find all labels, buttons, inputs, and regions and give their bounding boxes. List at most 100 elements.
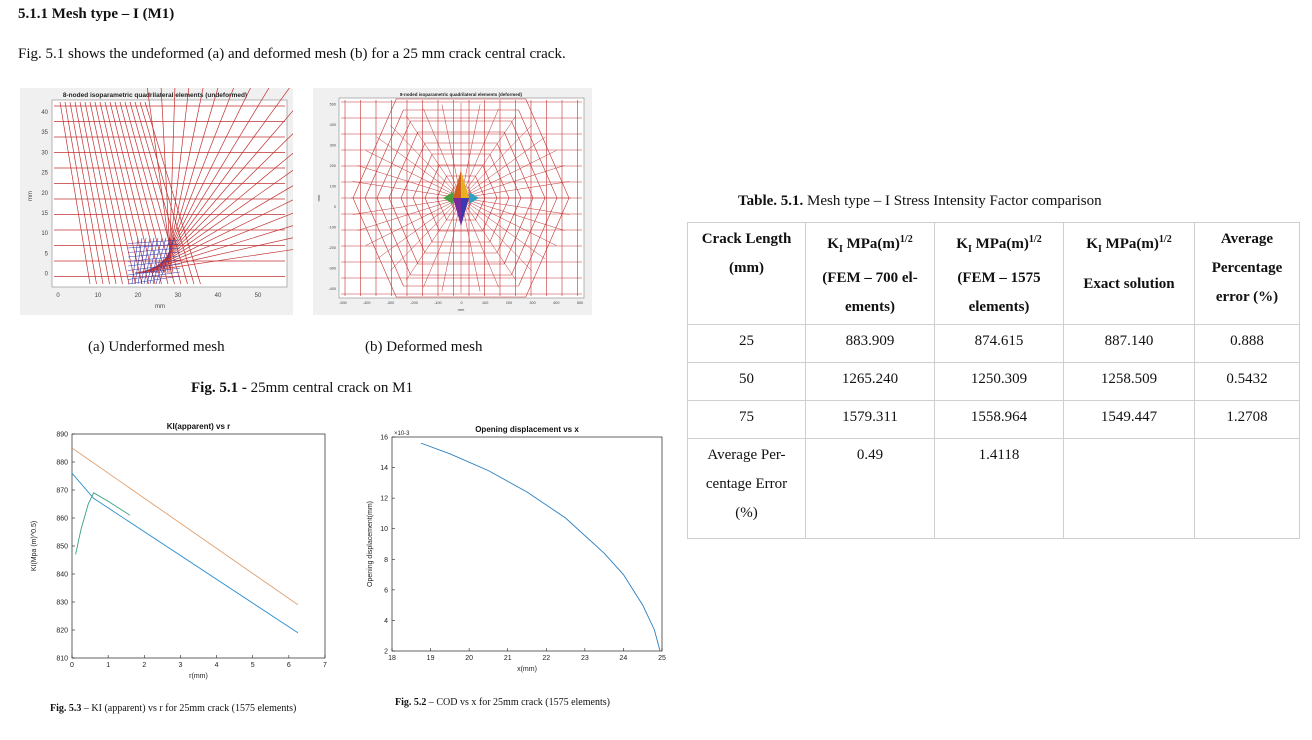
mesh-b-ytick: -200 xyxy=(328,246,336,250)
y-tick-label: 6 xyxy=(384,587,388,594)
header-exact: KI MPa(m)1/2 Exact solution xyxy=(1063,222,1195,325)
mesh-a-ytick: 5 xyxy=(45,251,49,257)
mesh-b-ytick: -300 xyxy=(328,267,336,271)
chart-title: Opening displacement vs x xyxy=(475,425,579,434)
y-tick-label: 870 xyxy=(56,488,68,495)
ki-label: KI MPa(m)1/2 xyxy=(1086,234,1172,255)
series-line-2 xyxy=(75,492,131,555)
mesh-a-ytick: 30 xyxy=(41,150,48,156)
mesh-a-xtick: 30 xyxy=(175,293,182,299)
y-multiplier: ×10-3 xyxy=(394,431,410,437)
mesh-a-xtick: 0 xyxy=(56,293,60,299)
table-row: 75 1579.311 1558.964 1549.447 1.2708 xyxy=(687,400,1300,439)
x-tick-label: 21 xyxy=(504,655,512,662)
mesh-b-caption: (b) Deformed mesh xyxy=(365,339,483,355)
mesh-b-xticks: -500 -400 -300 -200 -100 0 100 200 300 400 500 xyxy=(339,301,583,305)
y-tick-label: 2 xyxy=(384,649,388,656)
x-tick-label: 20 xyxy=(465,655,473,662)
y-tick-label: 12 xyxy=(380,496,388,503)
mesh-b-xtick: -300 xyxy=(387,301,395,305)
y-tick-label: 14 xyxy=(380,465,388,472)
x-tick-label: 23 xyxy=(581,655,589,662)
mesh-b-ytick: 400 xyxy=(330,123,336,127)
mesh-b-yticks: 500 400 300 200 100 0 -100 -200 -300 -400 xyxy=(328,103,336,292)
mesh-a-ytick: 25 xyxy=(41,171,48,177)
x-axis-label: r(mm) xyxy=(189,673,208,680)
table-header-row: Crack Length (mm) KI MPa(m)1/2 (FEM – 700… xyxy=(687,222,1300,325)
table-row: 50 1265.240 1250.309 1258.509 0.5432 xyxy=(687,362,1300,401)
y-tick-label: 8 xyxy=(384,557,388,564)
fig53-caption: Fig. 5.3 – KI (apparent) vs r for 25mm c… xyxy=(50,703,296,714)
mesh-a-xtick: 20 xyxy=(135,293,142,299)
mesh-b-lines xyxy=(341,98,582,298)
table-row: 25 883.909 874.615 887.140 0.888 xyxy=(687,324,1300,363)
mesh-b-xtick: 400 xyxy=(553,301,559,305)
x-tick-label: 19 xyxy=(427,655,435,662)
x-tick-label: 18 xyxy=(388,655,396,662)
fig52-text: – COD vs x for 25mm crack (1575 elements… xyxy=(426,697,610,708)
mesh-b-ylabel: mm xyxy=(316,194,321,201)
fig51-text: 25mm central crack on M1 xyxy=(246,380,414,396)
mesh-a-ytick: 35 xyxy=(41,130,48,136)
series-line-0 xyxy=(420,442,661,652)
mesh-b-ytick: 300 xyxy=(330,144,336,148)
fig53-label: Fig. 5.3 xyxy=(50,703,82,714)
mesh-b-xlabel: mm xyxy=(458,307,465,312)
mesh-a-ytick: 20 xyxy=(41,191,48,197)
x-tick-label: 1 xyxy=(106,662,110,669)
header-avg-error: Average Percentage error (%) xyxy=(1194,222,1300,325)
fig53-text: – KI (apparent) vs r for 25mm crack (157… xyxy=(81,703,297,714)
sif-comparison-table: Crack Length (mm) KI MPa(m)1/2 (FEM – 700… xyxy=(687,222,1300,539)
y-axis-label: Opening displacement(mm) xyxy=(367,501,374,587)
fig52-label: Fig. 5.2 xyxy=(395,697,427,708)
x-tick-label: 2 xyxy=(142,662,146,669)
mesh-a-figure: 8-noded isoparametric quadrilateral elem… xyxy=(20,0,452,315)
mesh-a-xtick: 50 xyxy=(255,293,262,299)
mesh-b-figure: 8-noded isoparametric quadrilateral elem… xyxy=(313,88,592,315)
y-tick-label: 4 xyxy=(384,618,388,625)
table-title-label: Table. 5.1. xyxy=(738,193,804,209)
mesh-b-ytick: 0 xyxy=(334,205,336,209)
y-tick-label: 880 xyxy=(56,460,68,467)
x-tick-label: 7 xyxy=(323,662,327,669)
y-tick-label: 850 xyxy=(56,544,68,551)
mesh-b-xtick: -400 xyxy=(363,301,371,305)
mesh-b-xtick: 300 xyxy=(529,301,535,305)
y-tick-label: 16 xyxy=(380,435,388,442)
mesh-b-ytick: -100 xyxy=(328,226,336,230)
mesh-b-ytick: 100 xyxy=(330,185,336,189)
mesh-a-ytick: 10 xyxy=(41,231,48,237)
y-tick-label: 830 xyxy=(56,600,68,607)
mesh-b-xtick: 100 xyxy=(482,301,488,305)
x-tick-label: 24 xyxy=(620,655,628,662)
y-tick-label: 840 xyxy=(56,572,68,579)
header-crack-length: Crack Length (mm) xyxy=(687,222,806,325)
y-tick-label: 860 xyxy=(56,516,68,523)
mesh-b-ytick: 500 xyxy=(330,103,336,107)
table-title: Table. 5.1. Mesh type – I Stress Intensi… xyxy=(738,193,1102,210)
fig51-caption: Fig. 5.1 - 25mm central crack on M1 xyxy=(191,380,413,397)
mesh-a-lines xyxy=(54,0,452,285)
x-tick-label: 3 xyxy=(178,662,182,669)
mesh-b-ytick: 200 xyxy=(330,164,336,168)
mesh-b-xtick: -500 xyxy=(339,301,347,305)
mesh-a-ytick: 40 xyxy=(41,110,48,116)
series-line-1 xyxy=(71,472,299,634)
mesh-b-xtick: 200 xyxy=(506,301,512,305)
x-tick-label: 5 xyxy=(251,662,255,669)
x-tick-label: 22 xyxy=(542,655,550,662)
table-title-text: Mesh type – I Stress Intensity Factor co… xyxy=(803,193,1102,209)
section-heading: 5.1.1 Mesh type – I (M1) xyxy=(18,6,175,22)
mesh-a-yticks: 40 35 30 25 20 15 10 5 0 xyxy=(41,110,48,278)
table-row-average: Average Per-centage Error (%) 0.49 1.4118 xyxy=(687,438,1300,539)
mesh-a-ytick: 15 xyxy=(41,211,48,217)
mesh-b-xtick: 500 xyxy=(577,301,583,305)
plot-area xyxy=(71,433,326,659)
y-tick-label: 10 xyxy=(380,526,388,533)
x-tick-label: 25 xyxy=(658,655,666,662)
mesh-a-plot: 8-noded isoparametric quadrilateral elem… xyxy=(28,0,452,310)
mesh-a-ytick: 0 xyxy=(45,272,49,278)
fig52-caption: Fig. 5.2 – COD vs x for 25mm crack (1575… xyxy=(395,697,610,708)
cod-vs-x-chart: Opening displacement vs x18 19 20 21 22 23 24 2… xyxy=(367,425,666,673)
x-axis-label: x(mm) xyxy=(517,666,537,673)
